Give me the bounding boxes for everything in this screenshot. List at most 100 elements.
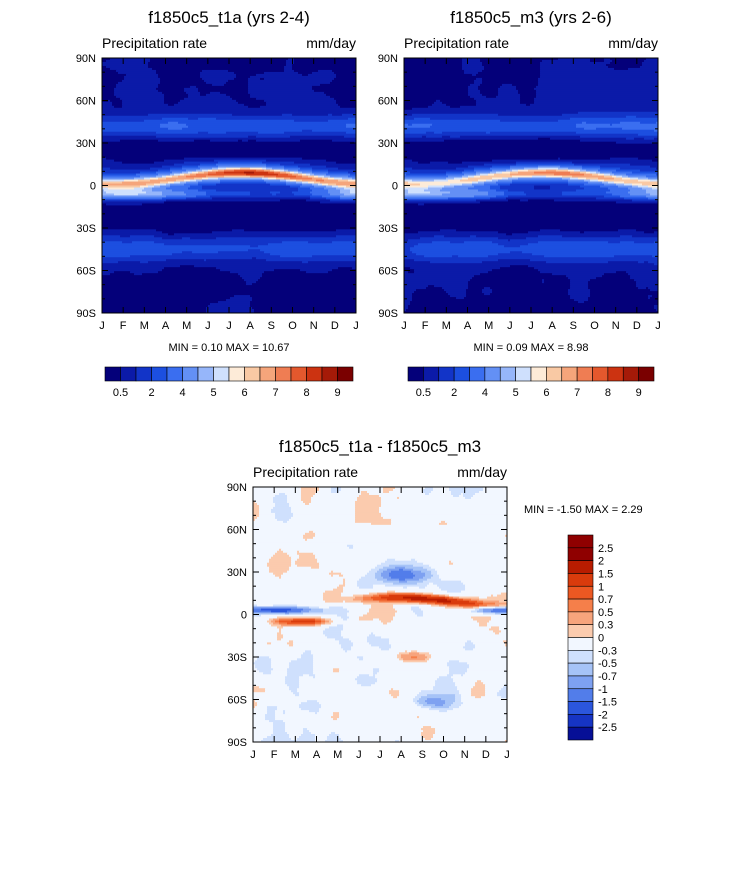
contour-cell (182, 167, 201, 171)
contour-cell (258, 131, 285, 135)
contour-cell (160, 81, 207, 85)
contour-cell (628, 175, 647, 179)
contour-cell (194, 139, 211, 143)
contour-cell (240, 275, 263, 278)
contour-cell (325, 590, 344, 594)
contour-cell (102, 143, 356, 147)
contour-cell (528, 265, 658, 268)
contour-cell (269, 570, 288, 574)
colorbar-swatch (567, 534, 594, 549)
contour-cell (456, 167, 475, 171)
contour-cell (293, 512, 356, 516)
contour-cell (164, 97, 185, 101)
contour-cell (451, 600, 470, 604)
contour-cell (467, 670, 507, 673)
contour-cell (343, 582, 346, 586)
contour-cell (302, 183, 313, 187)
contour-cell (484, 287, 491, 290)
contour-cell (486, 179, 493, 183)
contour-cell (291, 564, 298, 568)
contour-cell (361, 490, 368, 494)
contour-cell (277, 518, 290, 522)
contour-cell (568, 277, 597, 280)
contour-cell (375, 576, 384, 580)
contour-cell (313, 664, 448, 667)
contour-cell (102, 245, 251, 248)
contour-cell (470, 95, 487, 99)
contour-cell (578, 177, 587, 181)
contour-cell (303, 730, 310, 733)
contour-cell (404, 213, 658, 216)
contour-cell (404, 137, 539, 141)
contour-cell (404, 175, 449, 179)
contour-cell (393, 582, 418, 586)
contour-cell (281, 630, 324, 634)
colorbar-swatch (104, 366, 121, 382)
contour-cell (429, 708, 454, 711)
contour-cell (102, 259, 167, 262)
contour-cell (336, 99, 356, 103)
contour-cell (479, 604, 488, 608)
contour-cell (300, 269, 333, 272)
contour-cell (253, 562, 268, 566)
contour-cell (383, 490, 390, 494)
contour-cell (640, 121, 657, 125)
contour-cell (164, 243, 269, 246)
contour-cell (315, 532, 507, 536)
contour-cell (182, 171, 189, 175)
contour-cell (253, 556, 272, 560)
contour-cell (429, 582, 434, 586)
contour-cell (462, 171, 477, 175)
contour-cell (598, 169, 617, 173)
contour-cell (590, 179, 599, 183)
contour-cell (248, 91, 325, 95)
contour-cell (281, 624, 316, 628)
x-tick-label: M (484, 320, 493, 332)
contour-cell (363, 614, 396, 618)
contour-cell (260, 249, 356, 252)
contour-cell (435, 602, 444, 606)
contour-cell (214, 159, 267, 163)
contour-cell (419, 586, 426, 590)
contour-cell (612, 59, 645, 63)
contour-cell (434, 285, 469, 288)
contour-cell (510, 265, 529, 268)
contour-cell (194, 265, 356, 268)
contour-cell (253, 526, 507, 530)
contour-cell (190, 179, 197, 183)
contour-cell (546, 261, 609, 264)
contour-cell (379, 508, 507, 512)
contour-cell (403, 658, 426, 661)
contour-cell (508, 199, 521, 203)
contour-cell (379, 594, 390, 598)
colorbar-swatch (567, 701, 594, 715)
contour-cell (526, 193, 563, 197)
contour-cell (269, 568, 290, 572)
contour-cell (266, 167, 273, 171)
contour-cell (255, 660, 272, 663)
contour-cell (490, 287, 571, 290)
contour-cell (496, 189, 509, 193)
contour-cell (216, 237, 356, 240)
contour-cell (377, 680, 436, 683)
contour-cell (298, 189, 313, 193)
contour-cell (510, 165, 539, 169)
colorbar-label: 9 (636, 387, 642, 399)
contour-cell (206, 81, 227, 85)
contour-cell (116, 95, 165, 99)
contour-cell (253, 638, 278, 641)
contour-cell (102, 255, 131, 258)
contour-cell (299, 694, 392, 697)
contour-cell (484, 181, 497, 185)
contour-cell (293, 644, 342, 647)
contour-cell (291, 608, 304, 612)
y-tick-label: 0 (392, 181, 398, 193)
contour-cell (253, 514, 260, 518)
contour-cell (212, 231, 356, 234)
contour-cell (285, 722, 507, 725)
contour-cell (385, 584, 428, 588)
contour-cell (502, 83, 513, 87)
contour-cell (404, 271, 409, 274)
contour-cell (164, 201, 321, 205)
contour-cell (404, 239, 409, 242)
